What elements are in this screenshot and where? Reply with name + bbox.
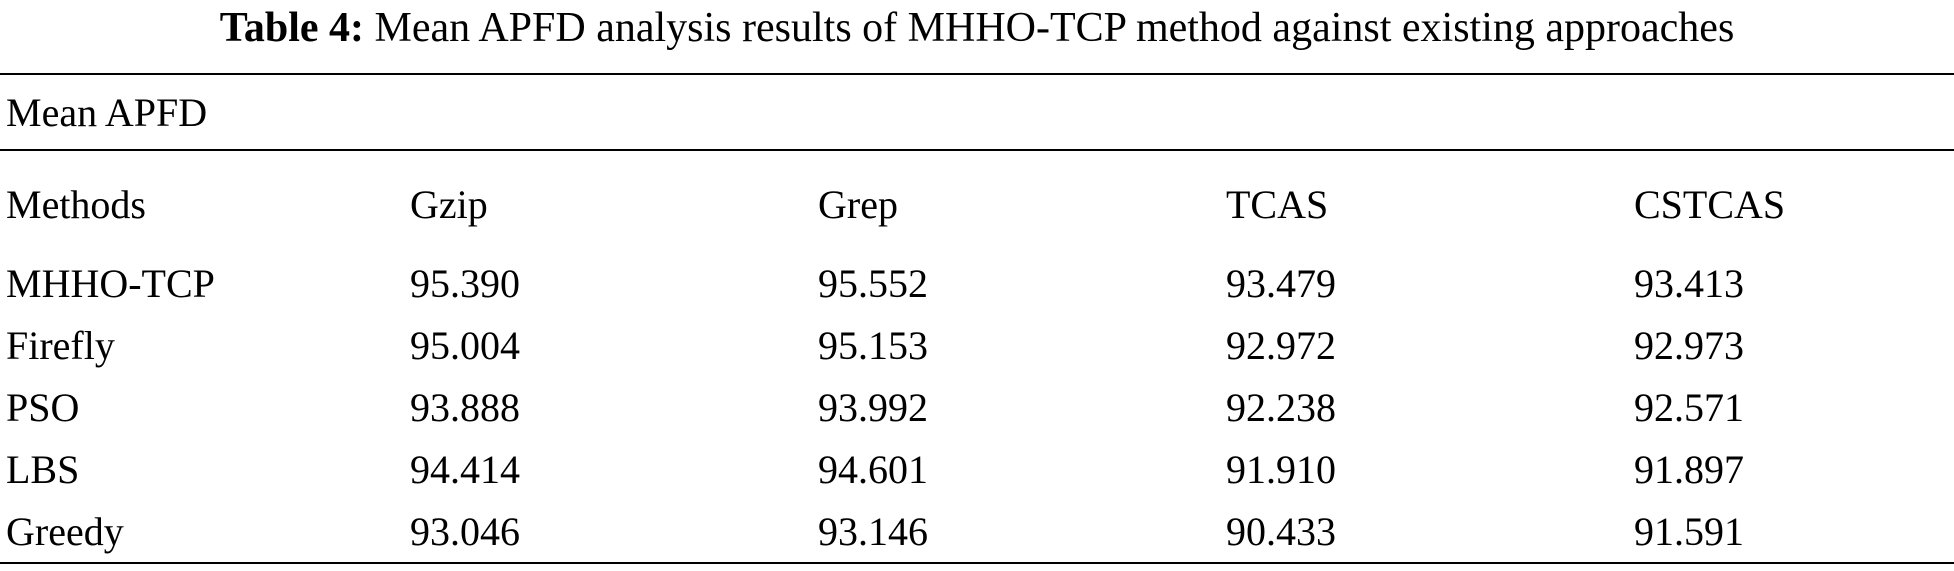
column-header-tcas: TCAS — [1226, 182, 1329, 227]
cstcas-value: 91.591 — [1634, 509, 1744, 554]
method-name: PSO — [6, 385, 80, 430]
table-row: LBS 94.414 94.601 91.910 91.897 — [0, 445, 1954, 507]
method-name: Firefly — [6, 323, 115, 368]
cstcas-value: 93.413 — [1634, 261, 1744, 306]
cstcas-value: 92.571 — [1634, 385, 1744, 430]
grep-value: 95.153 — [818, 323, 928, 368]
method-name: LBS — [6, 447, 80, 492]
header-row: Methods Gzip Grep TCAS CSTCAS — [0, 180, 1954, 242]
table-row: MHHO-TCP 95.390 95.552 93.479 93.413 — [0, 259, 1954, 321]
gzip-value: 93.046 — [410, 509, 520, 554]
group-header: Mean APFD — [6, 90, 208, 135]
group-rule — [0, 149, 1954, 151]
grep-value: 95.552 — [818, 261, 928, 306]
tcas-value: 93.479 — [1226, 261, 1336, 306]
gzip-value: 95.390 — [410, 261, 520, 306]
method-name: MHHO-TCP — [6, 261, 215, 306]
column-header-gzip: Gzip — [410, 182, 488, 227]
table-caption: Table 4: Mean APFD analysis results of M… — [0, 0, 1954, 60]
tcas-value: 92.238 — [1226, 385, 1336, 430]
method-name: Greedy — [6, 509, 124, 554]
table-title: Mean APFD analysis results of MHHO-TCP m… — [374, 5, 1735, 51]
tcas-value: 92.972 — [1226, 323, 1336, 368]
column-header-methods: Methods — [6, 182, 146, 227]
cstcas-value: 92.973 — [1634, 323, 1744, 368]
gzip-value: 93.888 — [410, 385, 520, 430]
tcas-value: 90.433 — [1226, 509, 1336, 554]
cstcas-value: 91.897 — [1634, 447, 1744, 492]
grep-value: 94.601 — [818, 447, 928, 492]
column-header-cstcas: CSTCAS — [1634, 182, 1786, 227]
table-row: PSO 93.888 93.992 92.238 92.571 — [0, 383, 1954, 445]
bottom-rule — [0, 562, 1954, 564]
gzip-value: 95.004 — [410, 323, 520, 368]
table-row: Greedy 93.046 93.146 90.433 91.591 — [0, 507, 1954, 569]
gzip-value: 94.414 — [410, 447, 520, 492]
tcas-value: 91.910 — [1226, 447, 1336, 492]
top-rule — [0, 73, 1954, 75]
grep-value: 93.146 — [818, 509, 928, 554]
grep-value: 93.992 — [818, 385, 928, 430]
table-number-label: Table 4: — [219, 5, 365, 51]
table-row: Firefly 95.004 95.153 92.972 92.973 — [0, 321, 1954, 383]
column-header-grep: Grep — [818, 182, 898, 227]
